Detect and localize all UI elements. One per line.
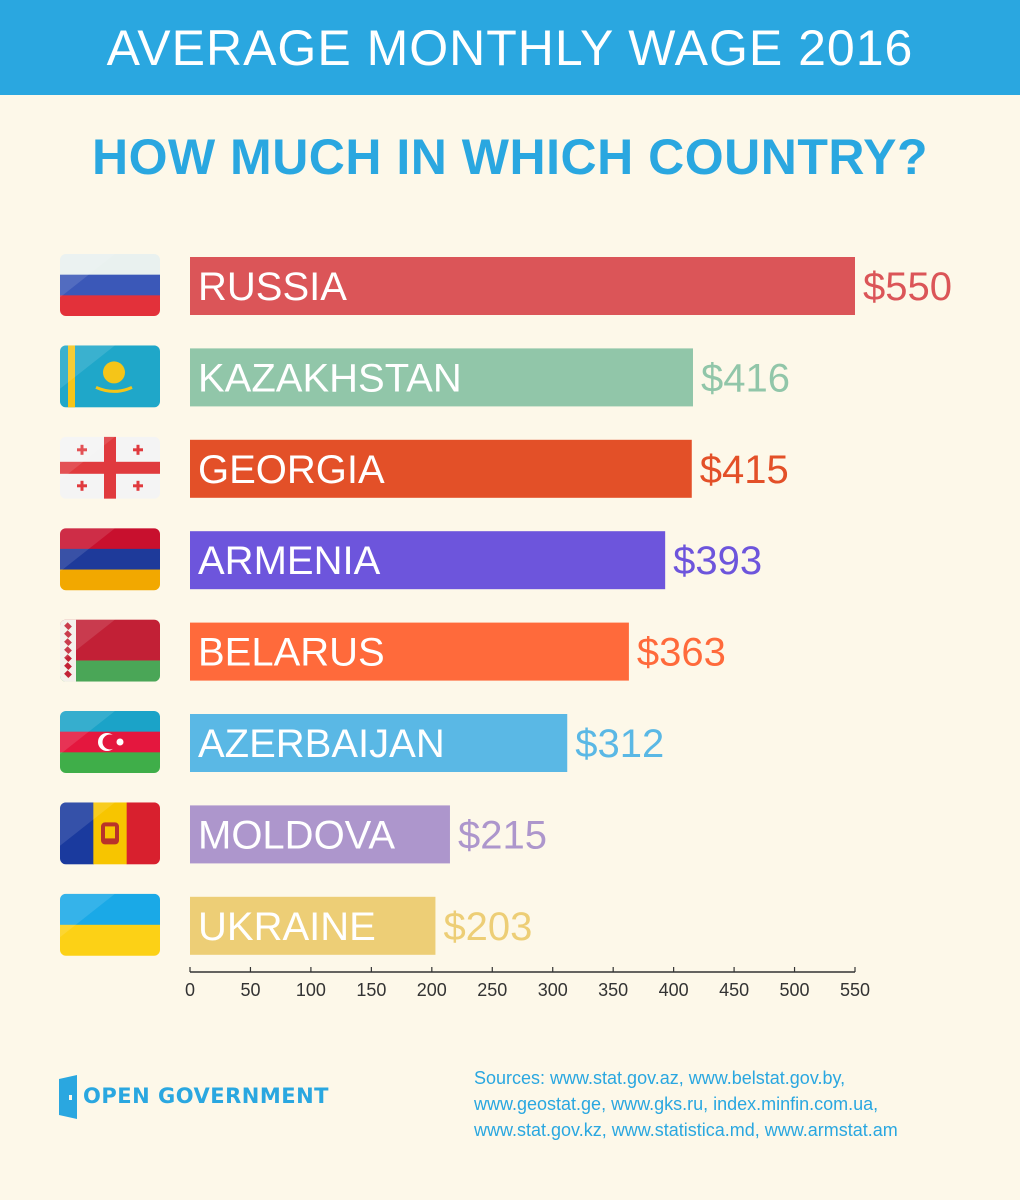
open-government-logo: OPEN GOVERNMENT <box>57 1074 329 1119</box>
sources-line: Sources: www.stat.gov.az, www.belstat.go… <box>474 1068 846 1088</box>
x-tick-label: 200 <box>417 980 447 1000</box>
x-tick-label: 450 <box>719 980 749 1000</box>
bar <box>190 439 692 498</box>
bar <box>190 805 450 864</box>
bar-category-label: RUSSIA <box>198 265 347 309</box>
logo-text: OPEN GOVERNMENT <box>83 1084 329 1108</box>
bar-value-label: $203 <box>443 905 532 949</box>
sources-line: www.stat.gov.kz, www.statistica.md, www.… <box>474 1120 898 1140</box>
sources: Sources: www.stat.gov.az, www.belstat.go… <box>474 1065 1014 1143</box>
door-icon <box>57 1075 77 1119</box>
armenia-flag-icon <box>60 528 160 591</box>
bar-value-label: $393 <box>673 539 762 583</box>
ukraine-flag-icon <box>60 893 160 956</box>
bar-value-label: $416 <box>701 356 790 400</box>
chart-subtitle: HOW MUCH IN WHICH COUNTRY? <box>91 129 929 185</box>
belarus-flag-icon <box>60 619 160 682</box>
bar-chart: RUSSIA $550 KAZAKHSTAN $416 GEORGIA $415 ARMEN… <box>60 254 952 1000</box>
x-tick-label: 100 <box>296 980 326 1000</box>
bar-category-label: GEORGIA <box>198 448 385 492</box>
bar-category-label: AZERBAIJAN <box>198 722 445 766</box>
x-tick-label: 150 <box>356 980 386 1000</box>
x-tick-label: 250 <box>477 980 507 1000</box>
x-tick-label: 400 <box>659 980 689 1000</box>
bar-category-label: MOLDOVA <box>198 813 395 857</box>
x-tick-label: 50 <box>240 980 260 1000</box>
x-tick-label: 300 <box>538 980 568 1000</box>
azerbaijan-flag-icon <box>60 711 160 773</box>
bar <box>190 257 855 315</box>
x-tick-label: 350 <box>598 980 628 1000</box>
kazakhstan-flag-icon <box>60 345 160 408</box>
bar-value-label: $415 <box>700 448 789 492</box>
bar-value-label: $312 <box>575 722 664 766</box>
x-tick-label: 500 <box>780 980 810 1000</box>
bar <box>190 896 436 955</box>
bar-value-label: $215 <box>458 813 547 857</box>
bar-category-label: UKRAINE <box>198 905 376 949</box>
russia-flag-icon <box>60 254 160 316</box>
x-tick-label: 0 <box>185 980 195 1000</box>
sources-line: www.geostat.ge, www.gks.ru, index.minfin… <box>474 1094 879 1114</box>
georgia-flag-icon <box>60 436 160 499</box>
bar-category-label: KAZAKHSTAN <box>198 356 462 400</box>
chart-title: AVERAGE MONTHLY WAGE 2016 <box>0 0 1020 95</box>
bar <box>190 622 629 681</box>
bar-category-label: ARMENIA <box>198 539 381 583</box>
x-tick-label: 550 <box>840 980 870 1000</box>
bar <box>190 531 666 590</box>
bar-category-label: BELARUS <box>198 631 385 675</box>
bar-value-label: $550 <box>863 265 952 309</box>
moldova-flag-icon <box>60 802 160 865</box>
bar <box>190 714 568 772</box>
bar-value-label: $363 <box>637 631 726 675</box>
bar <box>190 348 693 407</box>
